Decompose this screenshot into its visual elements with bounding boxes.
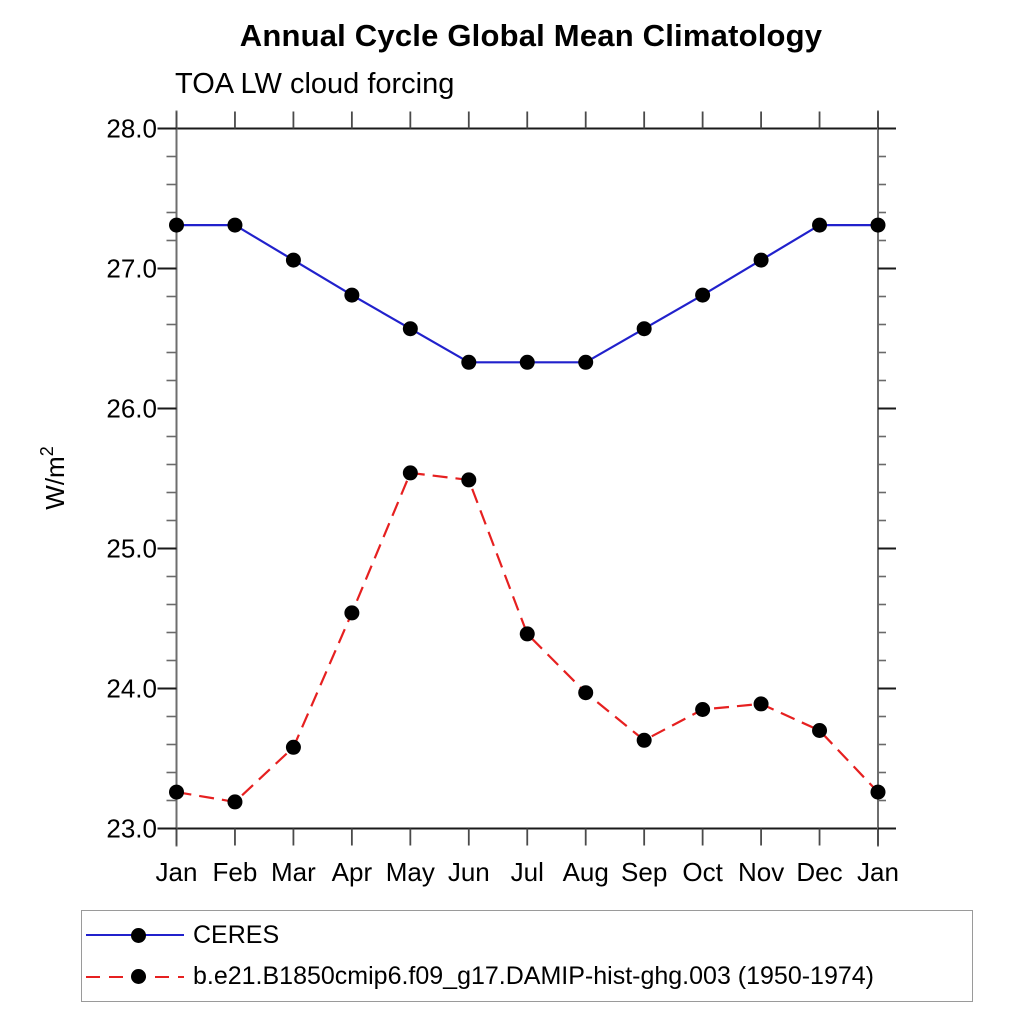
series-model-point-Feb	[227, 794, 243, 810]
legend: CERES b.e21.B1850cmip6.f09_g17.DAMIP-his…	[81, 910, 973, 1002]
x-tick-label: Jul	[511, 857, 544, 887]
model-line-sample	[86, 968, 184, 985]
y-axis-title: W/m2	[37, 446, 70, 509]
svg-text:W/m2: W/m2	[37, 446, 70, 509]
series-ceres-point-Nov	[753, 252, 769, 268]
chart-subtitle: TOA LW cloud forcing	[175, 68, 455, 100]
series-ceres-point-Aug	[578, 354, 594, 370]
series-ceres-line	[176, 224, 878, 364]
series-model-point-Aug	[578, 685, 594, 701]
series-ceres-point-Sep	[636, 321, 652, 337]
series-model	[169, 465, 886, 810]
tick-marks	[157, 111, 896, 846]
x-tick-label: May	[386, 857, 435, 887]
plot-area: 23.0 24.0 25.0 26.0 27.0 28.0 Jan Feb Mar Apr May J…	[37, 110, 899, 888]
series-ceres-point-Mar	[285, 252, 301, 268]
series-model-point-Nov	[753, 696, 769, 712]
legend-item-model: b.e21.B1850cmip6.f09_g17.DAMIP-hist-ghg.…	[82, 957, 972, 997]
series-ceres-point-Jan	[870, 217, 886, 233]
x-tick-label: Jan	[156, 857, 198, 887]
series-ceres	[169, 217, 886, 370]
x-tick-label: Apr	[332, 857, 373, 887]
y-tick-label: 27.0	[106, 254, 157, 284]
y-tick-label: 28.0	[106, 114, 157, 144]
y-tick-label: 23.0	[106, 814, 157, 844]
series-model-point-Dec	[812, 723, 828, 738]
series-ceres-point-Jan	[169, 217, 184, 233]
series-model-point-Jun	[461, 472, 477, 488]
series-model-point-Jul	[519, 626, 535, 642]
chart-title: Annual Cycle Global Mean Climatology	[239, 18, 823, 53]
x-tick-label: Dec	[796, 857, 842, 887]
y-tick-label: 26.0	[106, 394, 157, 424]
series-ceres-point-Jun	[461, 354, 477, 370]
x-tick-label: Jan	[857, 857, 899, 887]
x-tick-label: Oct	[682, 857, 723, 887]
series-ceres-point-Dec	[812, 217, 828, 233]
x-tick-label: Feb	[213, 857, 258, 887]
ceres-line-sample	[86, 927, 184, 944]
x-tick-label: Sep	[621, 857, 667, 887]
series-ceres-point-May	[402, 321, 418, 337]
series-model-point-Jan	[870, 784, 886, 800]
y-tick-label: 25.0	[106, 534, 157, 564]
x-tick-label: Aug	[563, 857, 609, 887]
series-model-point-Sep	[636, 732, 652, 748]
series-model-point-May	[402, 465, 418, 481]
series-ceres-point-Feb	[227, 217, 243, 233]
series-model-point-Mar	[285, 739, 301, 755]
series-model-point-Jan	[169, 784, 184, 800]
axis-labels: 23.0 24.0 25.0 26.0 27.0 28.0 Jan Feb Mar Apr May J…	[106, 114, 899, 888]
model-marker-dot	[131, 969, 146, 985]
x-tick-label: Jun	[448, 857, 490, 887]
legend-label-ceres: CERES	[193, 920, 280, 949]
series-ceres-point-Oct	[695, 287, 711, 303]
legend-item-ceres: CERES	[82, 915, 972, 955]
series-model-point-Apr	[344, 605, 360, 621]
x-tick-label: Nov	[738, 857, 784, 887]
y-tick-label: 24.0	[106, 674, 157, 704]
ceres-marker-dot	[131, 927, 146, 943]
series-model-point-Oct	[695, 702, 711, 717]
series-ceres-point-Jul	[519, 354, 535, 370]
series-ceres-point-Apr	[344, 287, 360, 303]
axes-frame	[158, 110, 896, 847]
legend-label-model: b.e21.B1850cmip6.f09_g17.DAMIP-hist-ghg.…	[193, 962, 874, 991]
x-tick-label: Mar	[271, 857, 316, 887]
